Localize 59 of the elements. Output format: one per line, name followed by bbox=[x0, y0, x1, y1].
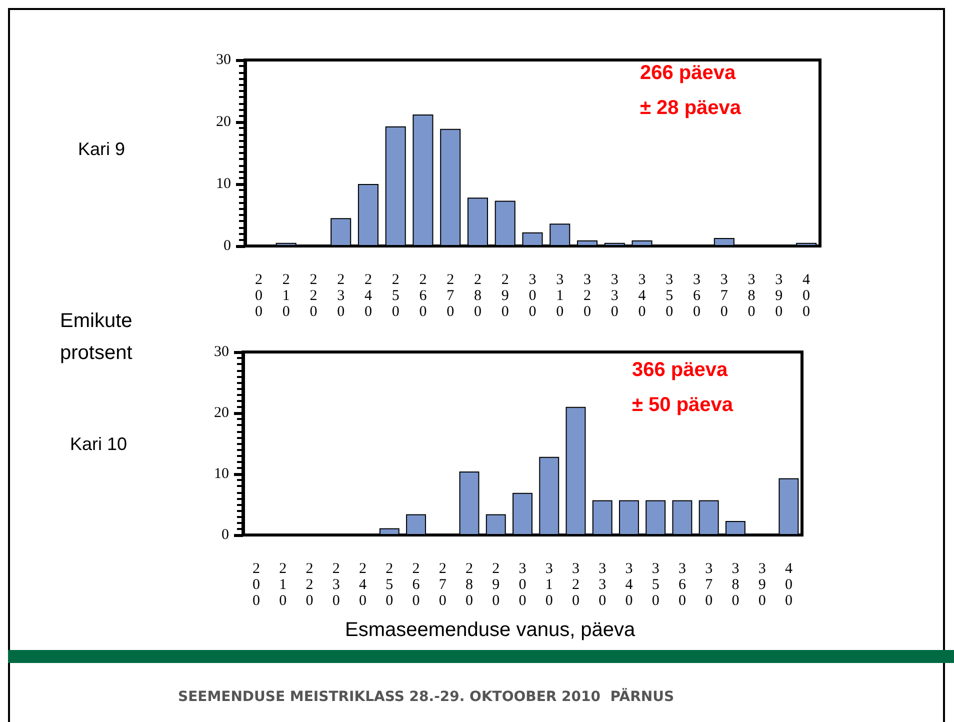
x-tick-label: 380 bbox=[732, 561, 740, 609]
annotation: 266 päeva bbox=[640, 62, 737, 84]
x-tick-label: 260 bbox=[412, 561, 420, 609]
x-tick-label: 280 bbox=[474, 272, 482, 320]
annotation: 366 päeva bbox=[632, 359, 729, 381]
x-tick-label: 200 bbox=[254, 272, 262, 320]
y-tick-label: 10 bbox=[214, 466, 229, 482]
x-tick-label: 350 bbox=[652, 561, 660, 609]
x-tick-label: 290 bbox=[492, 561, 500, 609]
x-tick-label: 360 bbox=[693, 272, 702, 320]
y-axis-title: Emikute protsent bbox=[60, 310, 133, 364]
text: SEEMENDUSE MEISTRIKLASS 28.-29. OKTOOBER 2010 PÄRNUS bbox=[178, 688, 674, 705]
x-tick-label: 240 bbox=[359, 561, 368, 609]
y-tick-label: 30 bbox=[214, 344, 229, 360]
x-tick-label: 300 bbox=[518, 561, 526, 609]
x-tick-label: 270 bbox=[446, 272, 455, 320]
x-tick-label: 300 bbox=[528, 272, 536, 320]
annotation: ± 50 päeva bbox=[632, 394, 734, 416]
x-tick-label: 230 bbox=[332, 561, 340, 609]
x-tick-label: 310 bbox=[545, 561, 553, 609]
x-axis-title: Esmaseemenduse vanus, päeva bbox=[345, 619, 636, 641]
x-tick-label: 240 bbox=[364, 272, 372, 320]
x-tick-label: 380 bbox=[748, 272, 756, 320]
x-tick-label: 330 bbox=[598, 561, 606, 609]
x-tick-label: 320 bbox=[572, 561, 580, 609]
x-tick-label: 230 bbox=[337, 272, 345, 320]
x-tick-label: 390 bbox=[758, 561, 766, 609]
y-tick-label: 10 bbox=[216, 176, 231, 192]
x-tick-label: 250 bbox=[392, 272, 400, 320]
y-tick-label: 0 bbox=[222, 527, 229, 543]
text: Kari 9 bbox=[78, 139, 126, 159]
x-tick-label: 340 bbox=[625, 561, 634, 609]
x-tick-label: 210 bbox=[279, 561, 287, 609]
x-tick-label: 350 bbox=[666, 272, 674, 320]
x-tick-label: 370 bbox=[705, 561, 714, 609]
y-tick-label: 0 bbox=[224, 238, 231, 254]
x-tick-label: 400 bbox=[784, 561, 793, 609]
y-tick-label: 20 bbox=[214, 405, 229, 421]
x-tick-label: 400 bbox=[802, 272, 811, 320]
x-tick-label: 370 bbox=[720, 272, 728, 320]
text: Kari 10 bbox=[70, 434, 128, 454]
x-tick-label: 280 bbox=[466, 561, 474, 609]
x-tick-label: 390 bbox=[775, 272, 783, 320]
x-tick-label: 220 bbox=[306, 561, 314, 609]
x-tick-label: 360 bbox=[678, 561, 686, 609]
x-tick-label: 220 bbox=[310, 272, 318, 320]
y-tick-label: 20 bbox=[216, 114, 231, 130]
x-tick-label: 250 bbox=[386, 561, 394, 609]
x-tick-label: 210 bbox=[282, 272, 290, 320]
annotation: ± 28 päeva bbox=[640, 97, 742, 119]
x-tick-label: 340 bbox=[638, 272, 646, 320]
x-tick-label: 200 bbox=[252, 561, 260, 609]
y-tick-label: 30 bbox=[216, 52, 231, 68]
x-tick-label: 290 bbox=[501, 272, 509, 320]
x-tick-label: 310 bbox=[556, 272, 564, 320]
x-tick-label: 330 bbox=[610, 272, 618, 320]
x-tick-label: 320 bbox=[584, 272, 592, 320]
x-tick-label: 270 bbox=[438, 561, 447, 609]
x-tick-label: 260 bbox=[419, 272, 428, 320]
